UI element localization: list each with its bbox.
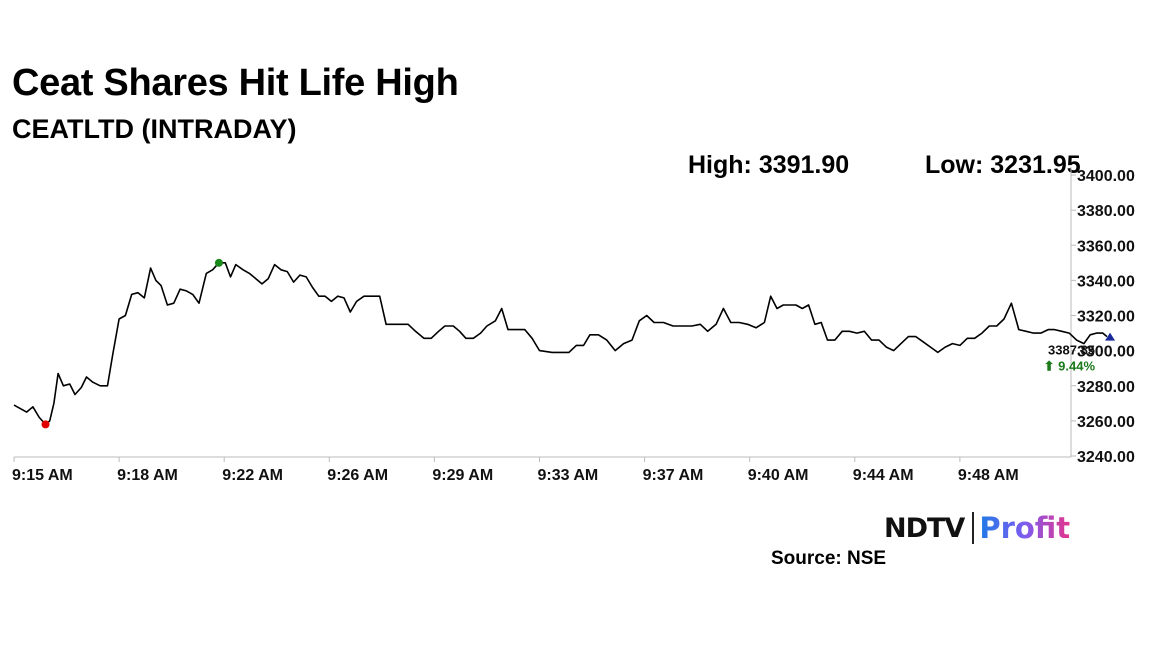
high-marker (214, 258, 223, 267)
x-tick-label: 9:26 AM (327, 467, 388, 484)
y-tick-label: 3320.00 (1077, 309, 1135, 326)
logo-profit-text: Profit (979, 511, 1071, 545)
y-tick-label: 3280.00 (1077, 379, 1135, 396)
high-value: High: 3391.90 (688, 151, 850, 179)
source-note: Source: NSE (771, 548, 887, 569)
ndtv-profit-logo: NDTV Profit (884, 508, 1070, 548)
x-tick-label: 9:18 AM (117, 467, 178, 484)
y-tick-label: 3380.00 (1077, 203, 1135, 220)
x-tick-label: 9:40 AM (748, 467, 809, 484)
x-tick-label: 9:37 AM (643, 467, 704, 484)
logo-ndtv-text: NDTV (884, 512, 965, 544)
x-tick-label: 9:44 AM (853, 467, 914, 484)
chart-title: Ceat Shares Hit Life High (12, 62, 459, 104)
y-tick-label: 3360.00 (1077, 238, 1135, 255)
x-tick-label: 9:29 AM (432, 467, 493, 484)
low-marker (41, 420, 50, 429)
last-value-label: 3387.85 (1048, 343, 1095, 358)
y-tick-label: 3300.00 (1077, 344, 1135, 361)
y-tick-label: 3240.00 (1077, 449, 1135, 466)
change-label: ⬆ 9.44% (1044, 359, 1096, 374)
x-tick-label: 9:15 AM (12, 467, 73, 484)
price-line (13, 262, 1108, 426)
last-price-marker (1105, 332, 1116, 341)
chart-subtitle: CEATLTD (INTRADAY) (12, 114, 297, 144)
y-tick-label: 3400.00 (1077, 168, 1135, 185)
x-tick-label: 9:22 AM (222, 467, 283, 484)
x-tick-label: 9:48 AM (958, 467, 1019, 484)
y-tick-label: 3260.00 (1077, 414, 1135, 431)
low-value: Low: 3231.95 (925, 151, 1081, 179)
logo-divider (972, 512, 975, 544)
y-tick-label: 3340.00 (1077, 273, 1135, 290)
x-tick-label: 9:33 AM (538, 467, 599, 484)
